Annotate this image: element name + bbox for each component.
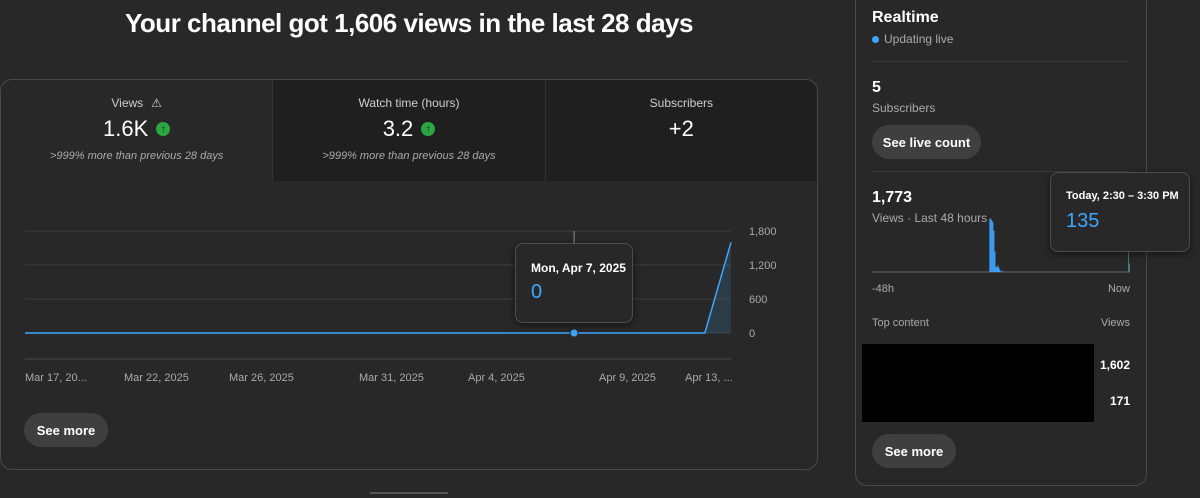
realtime-bar (994, 251, 996, 272)
chart-tooltip: Mon, Apr 7, 2025 0 (515, 243, 633, 323)
see-more-button[interactable]: See more (24, 413, 108, 447)
scrollbar[interactable] (370, 492, 448, 494)
realtime-bar (991, 220, 993, 272)
y-tick-label: 600 (749, 294, 767, 306)
realtime-tooltip-time: Today, 2:30 – 3:30 PM (1066, 190, 1179, 202)
views-line (25, 242, 732, 334)
tooltip-date: Mon, Apr 7, 2025 (531, 261, 626, 275)
x-tick-label: Mar 17, 20... (25, 372, 87, 384)
x-tick-label: Mar 31, 2025 (359, 372, 424, 384)
tab-views-value: 1.6K (103, 116, 149, 141)
axis-end-label: Now (1107, 283, 1130, 295)
x-tick-label: Apr 4, 2025 (468, 372, 525, 384)
top-content-label: Top content (872, 317, 929, 329)
x-tick-label: Apr 13, ... (685, 372, 733, 384)
realtime-bar (1127, 248, 1129, 272)
realtime-views-count: 1,773 (872, 189, 913, 206)
realtime-bar (995, 266, 997, 272)
realtime-views-label: Views · Last 48 hours (872, 211, 988, 225)
tab-watch-time-value: 3.2 (382, 116, 414, 141)
tab-views-comparison: >999% more than previous 28 days (49, 150, 224, 162)
x-tick-label: Mar 26, 2025 (229, 372, 294, 384)
views-column-label: Views (1100, 317, 1130, 329)
x-tick-label: Apr 9, 2025 (599, 372, 656, 384)
trend-up-icon: ↑ (156, 122, 171, 136)
divider (872, 171, 1130, 172)
realtime-title: Realtime (872, 9, 939, 26)
realtime-bar (990, 218, 992, 272)
metric-tabs: Views ⚠ 1.6K ↑ >999% more than previous … (1, 80, 817, 181)
tab-views[interactable]: Views ⚠ 1.6K ↑ >999% more than previous … (1, 80, 273, 181)
tooltip-value: 0 (531, 281, 543, 303)
overview-card: Views ⚠ 1.6K ↑ >999% more than previous … (0, 79, 818, 470)
warning-icon[interactable]: ⚠ (151, 96, 162, 110)
realtime-tooltip-value: 135 (1066, 210, 1100, 232)
realtime-bar (993, 230, 995, 272)
views-chart-svg[interactable]: 1,800 1,200 600 0 Mar 17, 20... Mar 22, 2025… (1, 181, 817, 423)
trend-up-icon: ↑ (421, 122, 436, 136)
y-tick-label: 1,200 (749, 260, 777, 272)
realtime-bar (992, 222, 994, 272)
realtime-tooltip: Today, 2:30 – 3:30 PM 135 (1050, 172, 1190, 252)
axis-start-label: -48h (872, 283, 895, 295)
realtime-bar-chart[interactable] (872, 213, 1130, 273)
top-item-views: 1,602 (1099, 358, 1130, 372)
hover-point (569, 328, 579, 338)
divider (872, 61, 1130, 62)
tab-views-label: Views (111, 96, 144, 110)
realtime-bar (997, 265, 999, 272)
subscriber-label: Subscribers (872, 101, 936, 115)
see-live-count-button[interactable]: See live count (872, 125, 981, 159)
tab-subscribers[interactable]: Subscribers +2 (544, 80, 817, 181)
y-tick-label: 0 (749, 328, 755, 340)
realtime-bar (999, 270, 1001, 272)
tab-watch-time-label: Watch time (hours) (358, 96, 460, 110)
tab-watch-time[interactable]: Watch time (hours) 3.2 ↑ >999% more than… (272, 80, 545, 181)
tab-subscribers-label: Subscribers (649, 96, 713, 110)
y-tick-label: 1,800 (749, 226, 777, 238)
live-status: Updating live (884, 32, 954, 46)
page-headline: Your channel got 1,606 views in the last… (125, 8, 693, 38)
subscriber-count: 5 (872, 79, 881, 96)
realtime-bar (989, 218, 991, 272)
realtime-bar (996, 266, 998, 272)
tab-subscribers-value: +2 (668, 116, 694, 141)
tab-watch-time-comparison: >999% more than previous 28 days (322, 150, 496, 162)
x-tick-label: Mar 22, 2025 (124, 372, 189, 384)
realtime-see-more-button[interactable]: See more (872, 434, 956, 468)
live-dot-icon (872, 35, 879, 43)
views-chart[interactable]: 1,800 1,200 600 0 Mar 17, 20... Mar 22, 2025… (1, 181, 817, 423)
top-item-views: 171 (1109, 394, 1130, 408)
realtime-bar (1128, 263, 1130, 272)
realtime-bar (1001, 270, 1003, 272)
top-content-thumbnail[interactable] (862, 344, 1094, 422)
realtime-bar (998, 267, 1000, 272)
